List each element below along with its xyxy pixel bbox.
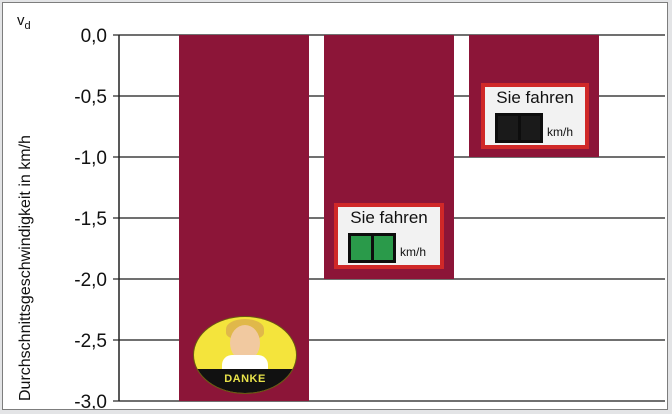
speed-sign-green: Sie fahren km/h xyxy=(334,203,444,269)
y-tick-label: -2,0 xyxy=(74,270,107,291)
thanks-band: DANKE xyxy=(194,369,296,393)
y-tick-label: -2,5 xyxy=(74,331,107,352)
digit-segment xyxy=(520,116,540,140)
y-tick-label: -3,0 xyxy=(74,392,107,409)
sign-title: Sie fahren xyxy=(350,208,428,227)
speed-display xyxy=(495,113,543,143)
chart-frame: Durchschnittsgeschwindigkeit in km/h vd … xyxy=(2,2,668,410)
child-shirt xyxy=(222,355,268,371)
speed-display xyxy=(348,233,396,263)
thanks-text: DANKE xyxy=(224,373,266,385)
digit-segment xyxy=(498,116,518,140)
y-tick-label: -0,5 xyxy=(74,87,107,108)
y-variable-subscript: d xyxy=(25,20,31,32)
digit-segment xyxy=(351,236,371,260)
speed-sign-panel: Sie fahren km/h xyxy=(485,87,585,145)
y-tick-labels: 0,0 -0,5 -1,0 -1,5 -2,0 -2,5 -3,0 xyxy=(74,26,119,409)
y-tick-label: -1,0 xyxy=(74,148,107,169)
thanks-badge: DANKE xyxy=(194,317,296,393)
y-tick-label: -1,5 xyxy=(74,209,107,230)
y-tick-label: 0,0 xyxy=(81,26,107,47)
speed-sign-panel: Sie fahren km/h xyxy=(338,207,440,265)
sign-title: Sie fahren xyxy=(496,88,574,107)
sign-unit: km/h xyxy=(400,245,427,259)
y-axis-title: Durchschnittsgeschwindigkeit in km/h xyxy=(17,135,34,401)
speed-sign-dark: Sie fahren km/h xyxy=(481,83,589,149)
sign-unit: km/h xyxy=(547,125,574,139)
y-variable-label: vd xyxy=(17,12,31,32)
digit-segment xyxy=(373,236,393,260)
